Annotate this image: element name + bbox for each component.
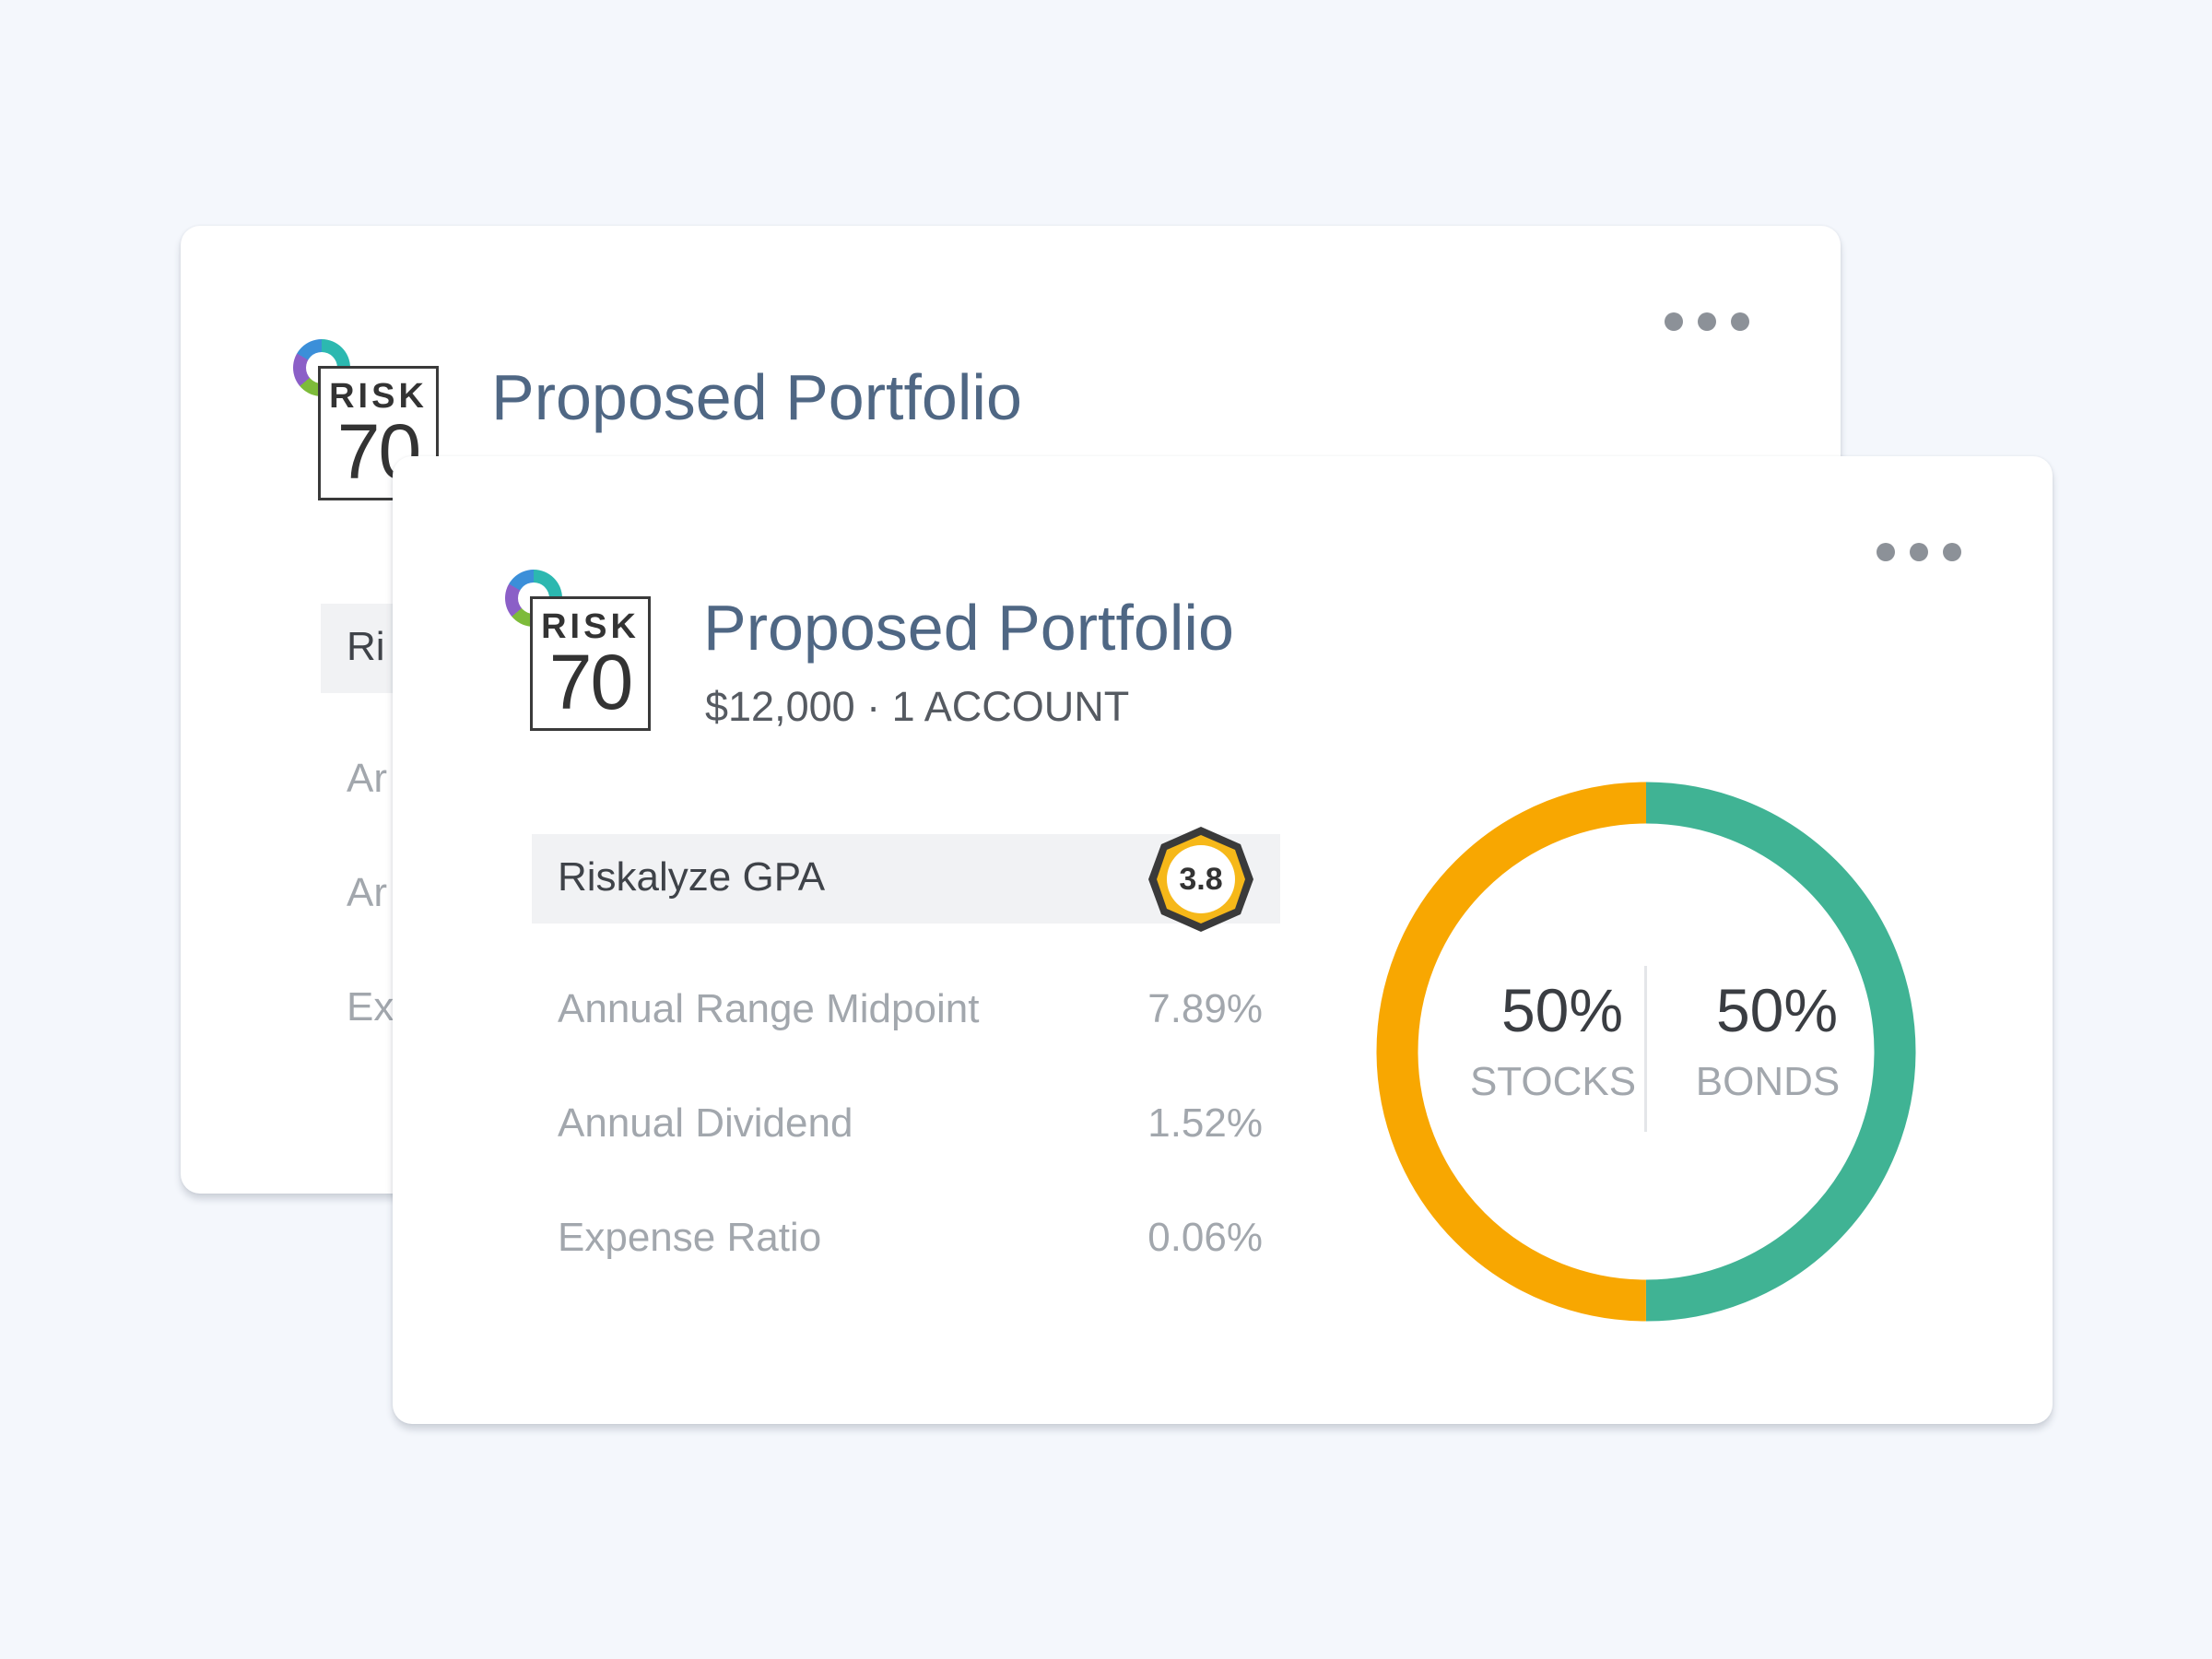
portfolio-card-front: RISK 70 Proposed Portfolio $12,000 · 1 A…	[393, 456, 2053, 1424]
more-horizontal-icon	[1877, 543, 1895, 561]
gpa-badge: 3.8	[1146, 824, 1256, 935]
bonds-label: BONDS	[1695, 1059, 1841, 1104]
gpa-hexagon-icon	[1148, 827, 1253, 932]
portfolio-subtitle: $12,000 · 1 ACCOUNT	[705, 683, 1130, 730]
gpa-row: Riskalyze GPA 3.8	[532, 827, 1280, 932]
metric-label: Annual Dividend	[558, 1100, 853, 1146]
metric-row-annual-dividend: Annual Dividend 1.52%	[558, 1100, 1263, 1156]
more-options-button[interactable]	[1877, 534, 1961, 571]
allocation-segment-stocks	[1376, 782, 1916, 1322]
allocation-donut-ring	[1376, 782, 1916, 1322]
risk-score-number: 70	[548, 639, 633, 725]
metric-value: 7.89%	[1147, 986, 1263, 1031]
metric-label: Annual Range Midpoint	[558, 986, 980, 1031]
risk-score-badge: RISK 70	[318, 366, 439, 500]
allocation-divider	[1644, 966, 1647, 1132]
more-options-button[interactable]	[1665, 303, 1749, 340]
metric-label: Ar	[347, 870, 387, 915]
bonds-percent: 50%	[1715, 976, 1839, 1044]
risk-label: RISK	[541, 607, 640, 646]
stocks-label: STOCKS	[1469, 1059, 1637, 1104]
gpa-value: 3.8	[1179, 862, 1223, 897]
risk-score-logo: RISK 70	[293, 339, 450, 505]
portfolio-title: Proposed Portfolio	[703, 592, 1234, 664]
risk-score-badge: RISK 70	[530, 596, 651, 731]
metric-row: Ar	[347, 870, 1052, 925]
metric-row: Ex	[347, 984, 1052, 1040]
metric-label: Ex	[347, 984, 394, 1030]
gpa-label: Riskalyze GPA	[558, 854, 826, 900]
gpa-label: Ri	[347, 624, 385, 669]
allocation-donut-chart: 50% STOCKS 50% BONDS	[1376, 782, 1916, 1322]
metric-label: Expense Ratio	[558, 1215, 822, 1260]
metric-value: 1.52%	[1147, 1100, 1263, 1146]
risk-score-logo: RISK 70	[505, 570, 662, 735]
metric-value: 0.06%	[1147, 1215, 1263, 1260]
stocks-percent: 50%	[1500, 976, 1624, 1044]
more-horizontal-icon	[1665, 312, 1683, 331]
risk-label: RISK	[329, 377, 428, 416]
metric-row-expense-ratio: Expense Ratio 0.06%	[558, 1215, 1263, 1270]
metric-row: Ar	[347, 756, 1052, 811]
portfolio-title: Proposed Portfolio	[491, 361, 1022, 433]
metric-row-annual-range-midpoint: Annual Range Midpoint 7.89%	[558, 986, 1263, 1041]
metric-label: Ar	[347, 756, 387, 801]
